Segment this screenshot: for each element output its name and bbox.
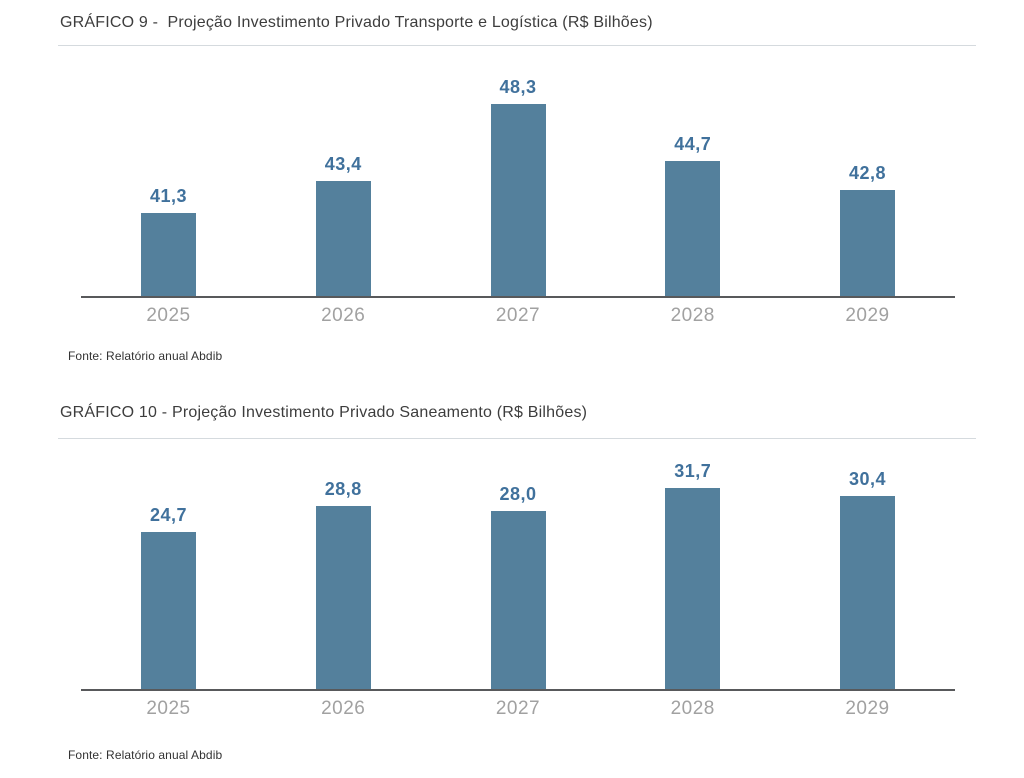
bar <box>840 496 895 689</box>
x-tick-label: 2026 <box>321 698 366 719</box>
chart-2-plot-area: 24,7 28,8 28,0 31,7 30,4 <box>81 450 955 691</box>
bar-value-label: 31,7 <box>674 461 712 481</box>
bar-value-label: 28,8 <box>324 479 362 499</box>
bar-value-label: 30,4 <box>848 469 887 489</box>
bar-value-label: 44,7 <box>674 134 712 154</box>
bar <box>141 213 196 296</box>
chart-1-title-divider <box>58 45 976 46</box>
x-tick-label: 2029 <box>845 698 890 719</box>
bar <box>665 161 721 296</box>
chart-2-title-divider <box>58 438 976 439</box>
bar-value-label: 42,8 <box>848 163 887 183</box>
bar <box>665 488 721 689</box>
chart-2-title: GRÁFICO 10 - Projeção Investimento Priva… <box>60 404 588 421</box>
bar-value-label: 48,3 <box>499 77 537 97</box>
x-tick-label: 2029 <box>845 305 890 326</box>
chart-1-source-note: Fonte: Relatório anual Abdib <box>68 349 223 363</box>
x-tick-label: 2028 <box>670 698 715 719</box>
chart-2-x-axis-ticks: 2025 2026 2027 2028 2029 <box>81 698 955 724</box>
bar-value-label: 41,3 <box>149 186 188 206</box>
bar <box>840 190 895 296</box>
bar <box>490 511 546 689</box>
chart-1-title: GRÁFICO 9 - Projeção Investimento Privad… <box>60 14 653 31</box>
x-tick-label: 2027 <box>495 698 541 719</box>
x-tick-label: 2025 <box>146 305 191 326</box>
bar <box>315 181 371 296</box>
bar-value-label: 43,4 <box>324 154 362 174</box>
bar <box>490 104 546 296</box>
bar-value-label: 28,0 <box>499 484 537 504</box>
x-tick-label: 2025 <box>146 698 191 719</box>
bar-value-label: 24,7 <box>149 505 188 525</box>
chart-1-plot-area: 41,3 43,4 48,3 44,7 42,8 <box>81 60 955 298</box>
bar <box>141 532 196 689</box>
bar <box>315 506 371 689</box>
chart-2-source-note: Fonte: Relatório anual Abdib <box>68 748 223 762</box>
x-tick-label: 2026 <box>321 305 366 326</box>
x-tick-label: 2027 <box>495 305 541 326</box>
x-tick-label: 2028 <box>670 305 715 326</box>
chart-1-x-axis-ticks: 2025 2026 2027 2028 2029 <box>81 305 955 331</box>
